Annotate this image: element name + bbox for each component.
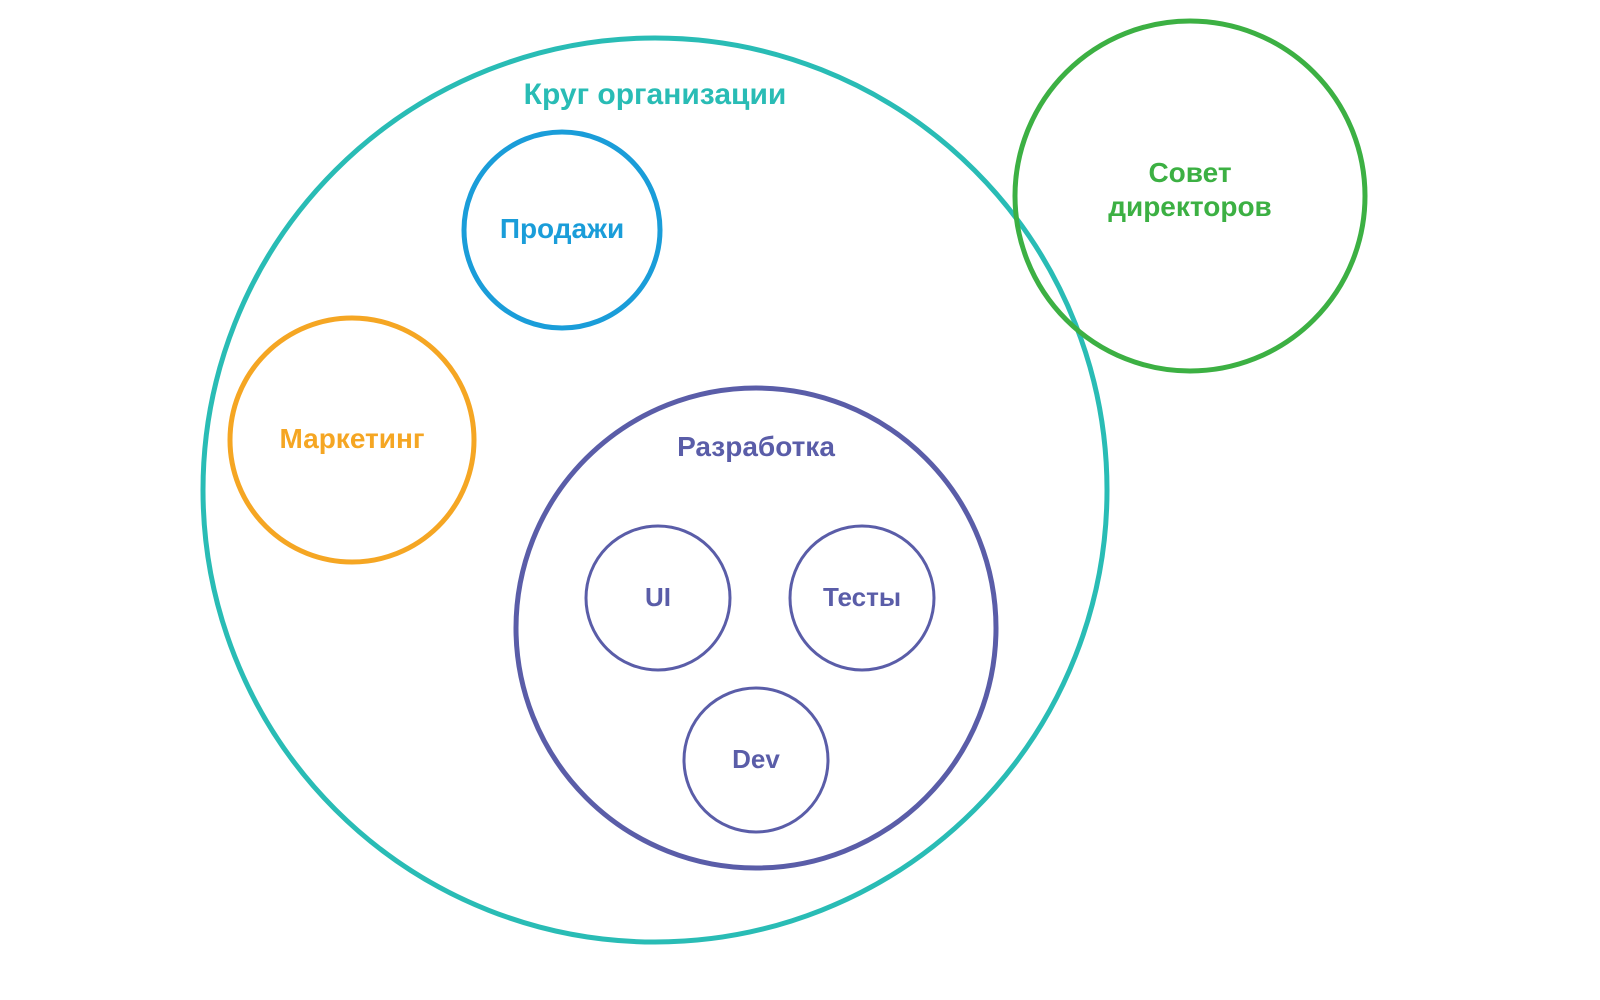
label-ui: UI — [645, 582, 671, 612]
org-diagram: Круг организации Советдиректоров Продажи Ма… — [0, 0, 1600, 1000]
label-tests: Тесты — [823, 582, 901, 612]
label-development: Разработка — [677, 431, 835, 462]
label-organization: Круг организации — [524, 78, 787, 111]
label-dev: Dev — [732, 744, 780, 774]
label-board: Советдиректоров — [1108, 157, 1272, 222]
label-sales: Продажи — [500, 213, 624, 244]
circle-organization — [203, 38, 1107, 942]
label-marketing: Маркетинг — [279, 423, 424, 454]
